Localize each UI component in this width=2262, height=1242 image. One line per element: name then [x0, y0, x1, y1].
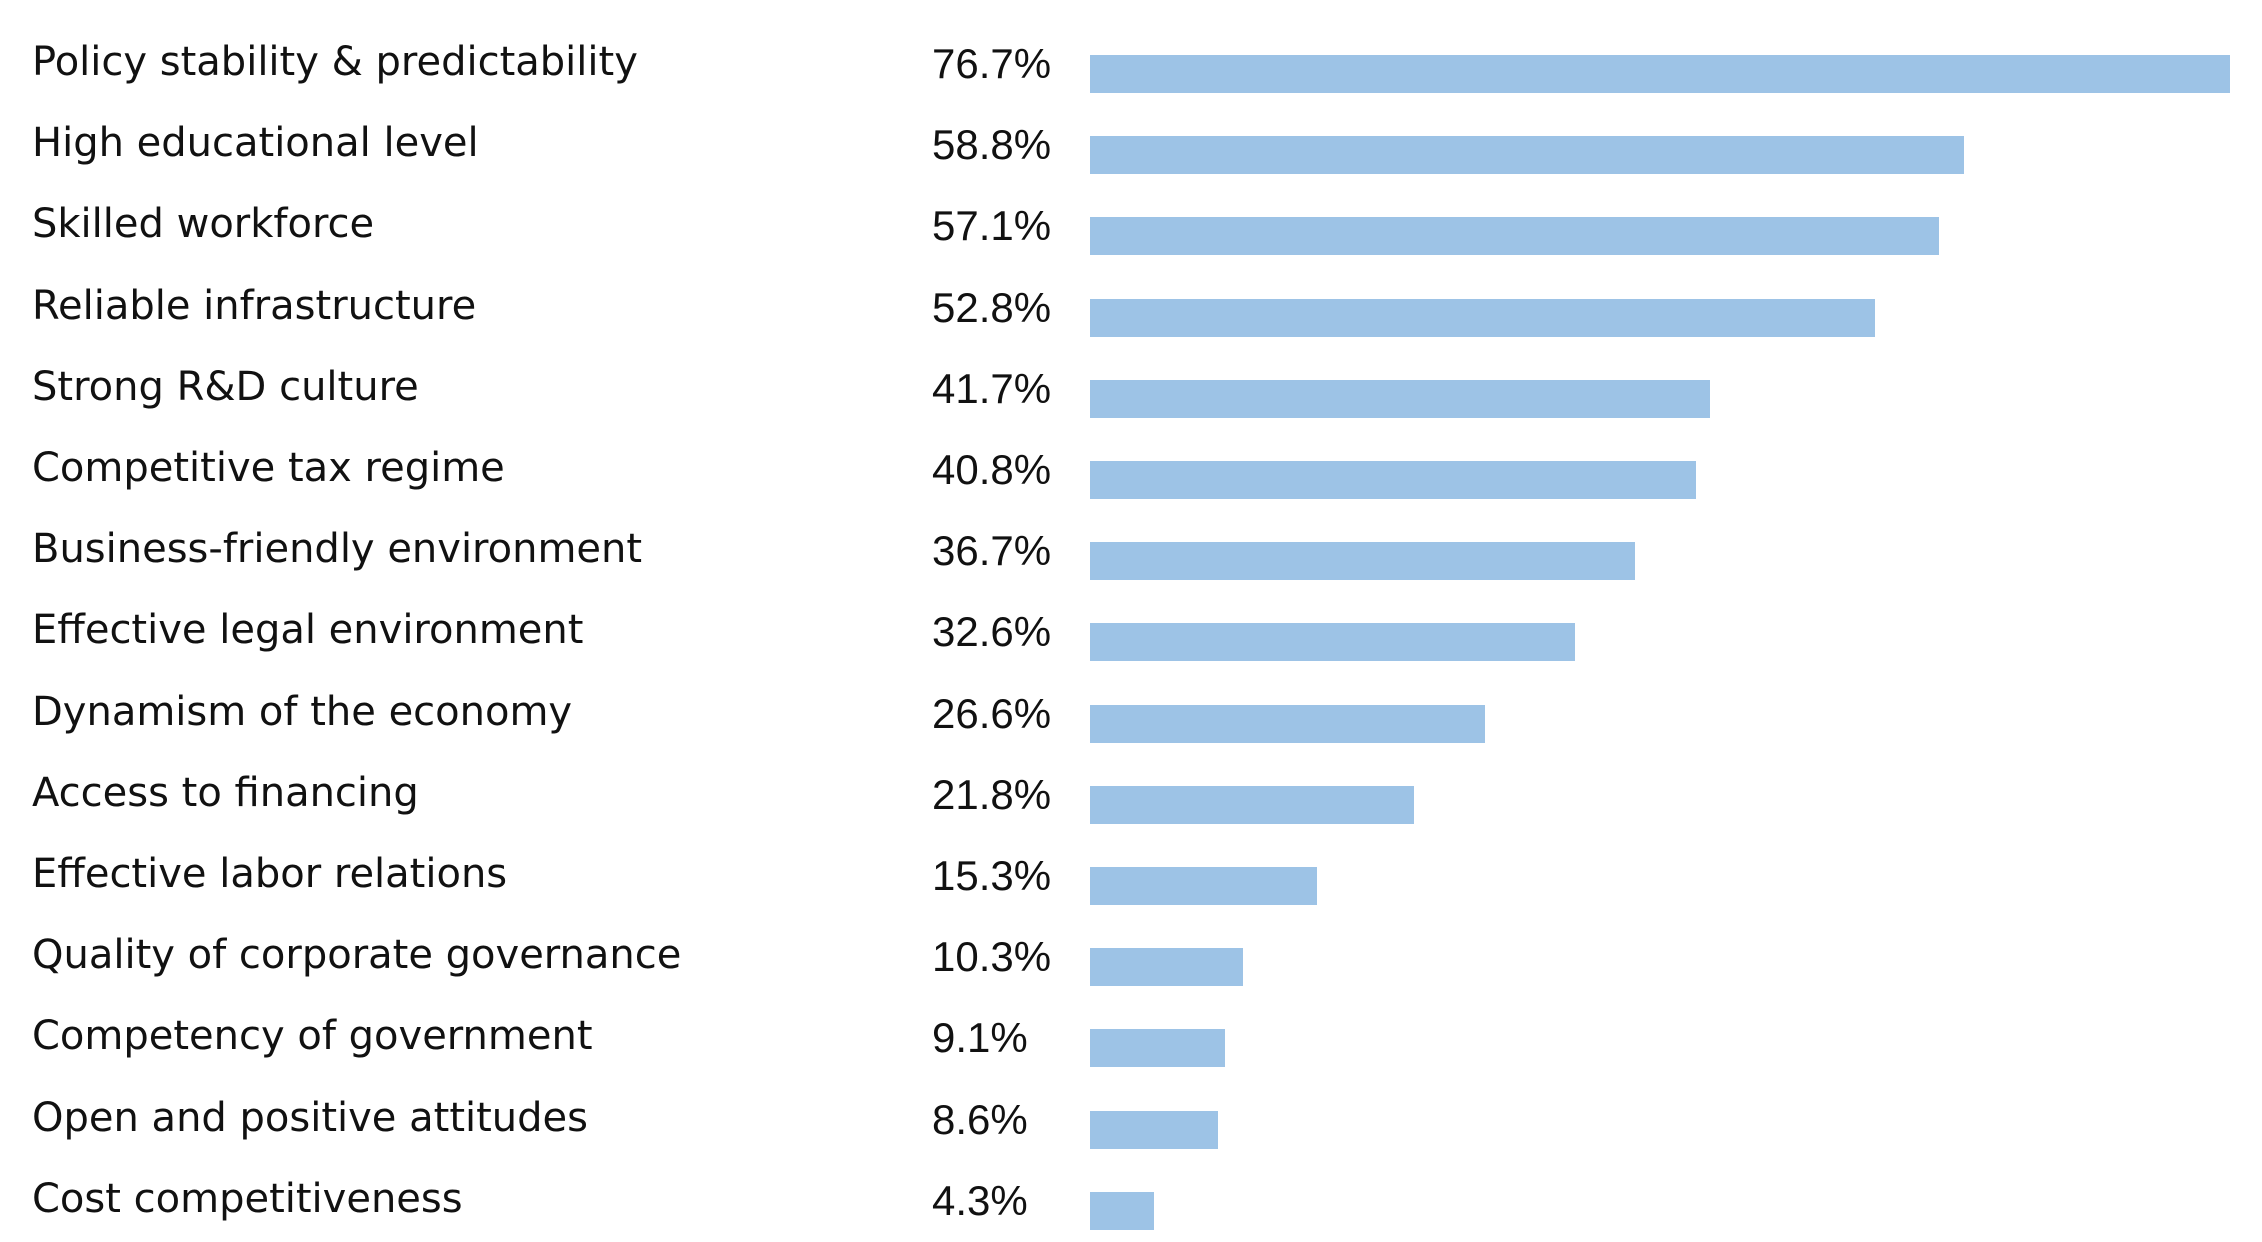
data-value-label: 32.6%: [932, 608, 1052, 656]
data-value-label: 26.6%: [932, 689, 1052, 737]
data-value-label: 10.3%: [932, 933, 1052, 981]
data-value-label: 9.1%: [932, 1014, 1028, 1062]
bar: [1090, 55, 2230, 93]
category-label: Business-friendly environment: [32, 526, 643, 573]
bar: [1090, 136, 1964, 175]
data-value-label: 41.7%: [932, 364, 1052, 412]
data-value-label: 58.8%: [932, 121, 1052, 169]
category-label: Quality of corporate governance: [32, 932, 682, 979]
bar: [1090, 1029, 1225, 1068]
bar: [1090, 948, 1243, 987]
category-label: Strong R&D culture: [32, 363, 419, 410]
category-label: Access to financing: [32, 769, 419, 816]
bar: [1090, 704, 1485, 743]
bar: [1090, 542, 1635, 581]
data-value-label: 52.8%: [932, 283, 1052, 331]
category-label: Competitive tax regime: [32, 445, 505, 491]
data-value-label: 8.6%: [932, 1095, 1028, 1143]
bar: [1090, 217, 1939, 256]
data-value-label: 36.7%: [932, 527, 1052, 575]
bar: [1090, 785, 1414, 824]
bar: [1090, 298, 1875, 337]
data-value-label: 4.3%: [932, 1176, 1028, 1224]
category-label: Policy stability & predictability: [32, 39, 638, 85]
data-value-label: 21.8%: [932, 770, 1052, 818]
category-label: Reliable infrastructure: [32, 282, 477, 329]
data-value-label: 57.1%: [932, 202, 1052, 250]
category-label: Effective legal environment: [32, 607, 584, 654]
data-value-label: 15.3%: [932, 852, 1052, 899]
category-label: Effective labor relations: [32, 851, 508, 897]
bar: [1090, 379, 1710, 418]
category-label: Skilled workforce: [32, 201, 375, 248]
data-value-label: 76.7%: [932, 40, 1052, 87]
bar: [1090, 1191, 1154, 1230]
category-label: Open and positive attitudes: [32, 1094, 588, 1141]
category-label: Competency of government: [32, 1013, 593, 1060]
bar: [1090, 623, 1575, 662]
bar: [1090, 1110, 1218, 1149]
data-value-label: 40.8%: [932, 446, 1052, 493]
bar: [1090, 867, 1317, 905]
category-label: Dynamism of the economy: [32, 688, 573, 735]
bar: [1090, 461, 1696, 499]
category-label: High educational level: [32, 120, 479, 167]
category-label: Cost competitiveness: [32, 1175, 463, 1222]
